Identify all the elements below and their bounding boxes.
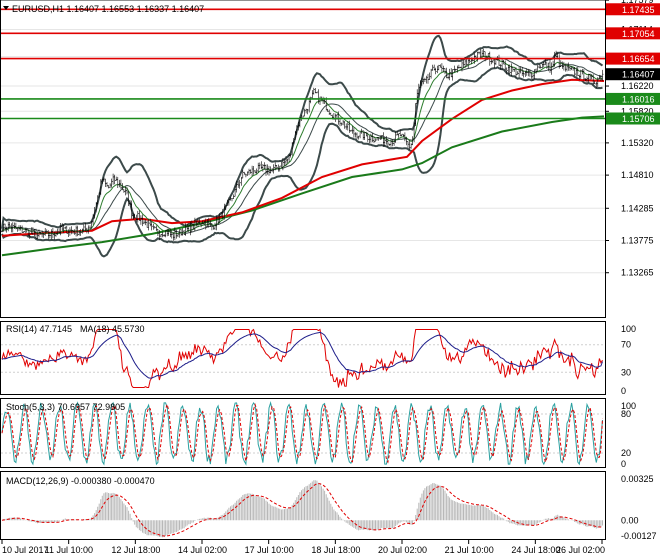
price-level-label: 1.17054	[622, 29, 655, 39]
time-tick-label: 11 Jul 10:00	[45, 545, 93, 555]
ema-slow-line	[1, 115, 605, 257]
time-tick-label: 10 Jul 2017	[2, 545, 49, 555]
stoch-main-line	[1, 400, 603, 466]
rsi-content: 100 70 30 0	[1, 324, 636, 396]
price-axis: 1.175791.171141.166851.162201.158201.153…	[605, 0, 654, 278]
stoch-tick-label: 20	[621, 448, 631, 458]
price-level-label: 1.17435	[622, 5, 655, 15]
time-tick-label: 26 Jul 02:00	[556, 545, 605, 555]
rsi-tick-label: 0	[621, 386, 626, 396]
time-tick-label: 20 Jul 02:00	[378, 545, 427, 555]
price-tick-label: 1.15820	[621, 106, 654, 116]
time-tick-label: 21 Jul 10:00	[445, 545, 494, 555]
time-tick-label: 12 Jul 18:00	[111, 545, 160, 555]
macd-tick-label: -0.00127	[621, 531, 657, 541]
macd-tick-label: 0.00325	[621, 474, 654, 484]
rsi-ma-line	[1, 331, 603, 379]
price-tick-label: 1.17579	[621, 0, 654, 5]
price-tick-label: 1.14285	[621, 203, 654, 213]
price-level-tag	[606, 68, 660, 81]
menu-triangle-icon[interactable]	[3, 6, 9, 10]
time-tick-label: 14 Jul 02:00	[178, 545, 227, 555]
price-pane-frame	[0, 0, 606, 318]
rsi-label: RSI(14) 47.7145	[6, 324, 72, 334]
price-level-label: 1.16016	[622, 94, 655, 104]
price-pane: 1.175791.171141.166851.162201.158201.153…	[0, 0, 660, 318]
rsi-tick-label: 100	[621, 324, 636, 334]
price-level-tag	[606, 3, 660, 16]
price-tick-label: 1.16220	[621, 81, 654, 91]
macd-pane: 0.00325 0.00 -0.00127 MACD(12,26,9) -0.000…	[0, 471, 657, 541]
price-bars	[1, 48, 604, 241]
macd-signal-line	[1, 483, 603, 537]
price-levels[interactable]: 1.17435 1.17054 1.16654 1.16407 1.16016 1.157…	[1, 3, 660, 125]
time-tick-label: 17 Jul 10:00	[245, 545, 294, 555]
ema-mid-line	[1, 78, 605, 237]
price-tick-label: 1.13265	[621, 268, 654, 278]
stoch-tick-label: 100	[621, 401, 636, 411]
rsi-tick-label: 30	[621, 367, 631, 377]
price-tick-label: 1.15320	[621, 138, 654, 148]
rsi-pane: 100 70 30 0 RSI(14) 47.7145 MA(18) 45.5730	[0, 321, 636, 396]
price-level-label: 1.16407	[622, 70, 655, 80]
price-tick-label: 1.13775	[621, 236, 654, 246]
macd-content: 0.00325 0.00 -0.00127	[1, 474, 657, 541]
time-tick-label: 24 Jul 18:00	[511, 545, 560, 555]
stoch-label: Stoch(5,3,3) 70.6957 72.9805	[6, 402, 125, 412]
macd-tick-label: 0.00	[621, 515, 639, 525]
stoch-tick-label: 80	[621, 409, 631, 419]
stoch-tick-label: 0	[621, 459, 626, 469]
price-level-tag	[606, 27, 660, 40]
price-level-tag	[606, 52, 660, 65]
price-level-tag	[606, 92, 660, 105]
rsi-pane-frame	[0, 321, 606, 395]
time-tick-label: 18 Jul 18:00	[311, 545, 360, 555]
ohlc-bar-series	[1, 48, 604, 241]
macd-label: MACD(12,26,9) -0.000380 -0.000470	[6, 476, 155, 486]
price-tick-label: 1.14810	[621, 170, 654, 180]
price-level-label: 1.15706	[622, 114, 655, 124]
price-level-tag	[606, 112, 660, 125]
price-level-label: 1.16654	[622, 54, 655, 64]
rsi-tick-label: 70	[621, 340, 631, 350]
rsi-line	[1, 328, 603, 388]
stoch-signal-line	[1, 402, 603, 464]
rsi-ma-label: MA(18) 45.5730	[80, 324, 145, 334]
chart-header: EURUSD,H1 1.16407 1.16553 1.16337 1.1640…	[12, 4, 204, 14]
